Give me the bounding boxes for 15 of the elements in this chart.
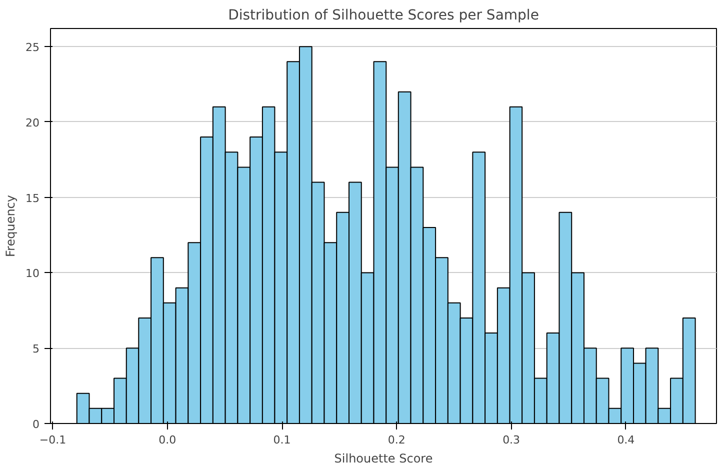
x-tick-label: 0.4 (617, 434, 635, 446)
x-tick-label: −0.1 (39, 434, 66, 446)
y-tick-label: 25 (26, 41, 40, 54)
y-tick-label: 10 (26, 267, 40, 280)
chart-title: Distribution of Silhouette Scores per Sample (228, 8, 539, 24)
x-tick-label: 0.1 (273, 434, 291, 446)
y-tick-label: 5 (32, 342, 40, 356)
x-tick-label: 0.0 (158, 434, 176, 446)
y-tick-label: 15 (26, 192, 40, 205)
x-tick-label: 0.3 (502, 434, 520, 446)
x-axis-title: Silhouette Score (334, 452, 433, 466)
y-tick-label: 0 (32, 418, 40, 431)
y-axis-title: Frequency (4, 194, 18, 257)
x-tick-label: 0.2 (388, 434, 406, 446)
y-tick-label: 20 (26, 116, 40, 130)
